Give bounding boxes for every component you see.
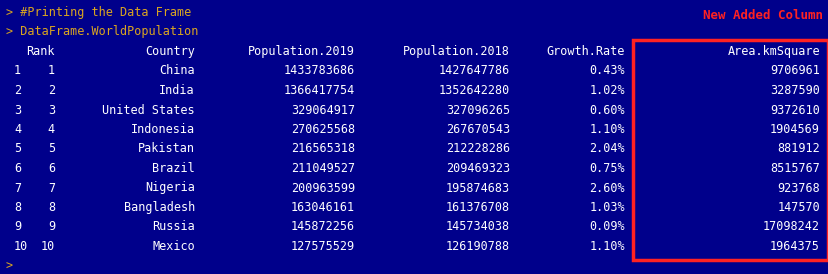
- Text: 1352642280: 1352642280: [438, 84, 509, 97]
- Text: 9: 9: [14, 221, 21, 233]
- Text: 6: 6: [14, 162, 21, 175]
- Text: >: >: [6, 259, 13, 273]
- Text: 3: 3: [14, 104, 21, 116]
- Text: 126190788: 126190788: [445, 240, 509, 253]
- Text: 1.10%: 1.10%: [589, 240, 624, 253]
- Text: Population.2018: Population.2018: [402, 45, 509, 58]
- Text: Rank: Rank: [26, 45, 55, 58]
- Text: Russia: Russia: [152, 221, 195, 233]
- Text: 1.03%: 1.03%: [589, 201, 624, 214]
- Text: Area.kmSquare: Area.kmSquare: [726, 45, 819, 58]
- Text: 8: 8: [14, 201, 21, 214]
- Text: 7: 7: [14, 181, 21, 195]
- Text: 9706961: 9706961: [769, 64, 819, 78]
- Text: Growth.Rate: Growth.Rate: [546, 45, 624, 58]
- Text: 0.09%: 0.09%: [589, 221, 624, 233]
- Text: Brazil: Brazil: [152, 162, 195, 175]
- Text: 163046161: 163046161: [291, 201, 354, 214]
- Text: 1.02%: 1.02%: [589, 84, 624, 97]
- Text: 1964375: 1964375: [769, 240, 819, 253]
- Text: Bangladesh: Bangladesh: [123, 201, 195, 214]
- Text: 2: 2: [14, 84, 21, 97]
- Text: Country: Country: [145, 45, 195, 58]
- Text: 145734038: 145734038: [445, 221, 509, 233]
- Text: 267670543: 267670543: [445, 123, 509, 136]
- Text: Mexico: Mexico: [152, 240, 195, 253]
- Text: 9: 9: [48, 221, 55, 233]
- Text: 1427647786: 1427647786: [438, 64, 509, 78]
- Text: 1366417754: 1366417754: [283, 84, 354, 97]
- Text: 8: 8: [48, 201, 55, 214]
- Text: Indonesia: Indonesia: [131, 123, 195, 136]
- Text: 1433783686: 1433783686: [283, 64, 354, 78]
- Text: 3: 3: [48, 104, 55, 116]
- Text: United States: United States: [102, 104, 195, 116]
- Text: 195874683: 195874683: [445, 181, 509, 195]
- Text: 0.43%: 0.43%: [589, 64, 624, 78]
- Text: 0.60%: 0.60%: [589, 104, 624, 116]
- Text: 145872256: 145872256: [291, 221, 354, 233]
- Text: 327096265: 327096265: [445, 104, 509, 116]
- Text: 0.75%: 0.75%: [589, 162, 624, 175]
- Text: 5: 5: [48, 142, 55, 156]
- Text: 881912: 881912: [777, 142, 819, 156]
- Text: 1904569: 1904569: [769, 123, 819, 136]
- Text: China: China: [159, 64, 195, 78]
- Text: 10: 10: [14, 240, 28, 253]
- Text: 3287590: 3287590: [769, 84, 819, 97]
- Text: Pakistan: Pakistan: [137, 142, 195, 156]
- Text: 147570: 147570: [777, 201, 819, 214]
- Text: 4: 4: [14, 123, 21, 136]
- Text: 211049527: 211049527: [291, 162, 354, 175]
- Text: India: India: [159, 84, 195, 97]
- Text: 10: 10: [41, 240, 55, 253]
- Text: 2.60%: 2.60%: [589, 181, 624, 195]
- Text: 2: 2: [48, 84, 55, 97]
- Text: 212228286: 212228286: [445, 142, 509, 156]
- Text: 5: 5: [14, 142, 21, 156]
- Text: > DataFrame.WorldPopulation: > DataFrame.WorldPopulation: [6, 25, 198, 39]
- Text: 209469323: 209469323: [445, 162, 509, 175]
- Text: 270625568: 270625568: [291, 123, 354, 136]
- Bar: [633, 40, 827, 261]
- Text: 329064917: 329064917: [291, 104, 354, 116]
- Text: 9372610: 9372610: [769, 104, 819, 116]
- Text: 1: 1: [48, 64, 55, 78]
- Text: 216565318: 216565318: [291, 142, 354, 156]
- Text: 200963599: 200963599: [291, 181, 354, 195]
- Text: 1: 1: [14, 64, 21, 78]
- Text: Population.2019: Population.2019: [248, 45, 354, 58]
- Text: 6: 6: [48, 162, 55, 175]
- Text: 8515767: 8515767: [769, 162, 819, 175]
- Text: 4: 4: [48, 123, 55, 136]
- Text: 161376708: 161376708: [445, 201, 509, 214]
- Text: 127575529: 127575529: [291, 240, 354, 253]
- Text: > #Printing the Data Frame: > #Printing the Data Frame: [6, 6, 191, 19]
- Text: 923768: 923768: [777, 181, 819, 195]
- Text: 17098242: 17098242: [762, 221, 819, 233]
- Text: 1.10%: 1.10%: [589, 123, 624, 136]
- Text: 7: 7: [48, 181, 55, 195]
- Text: Nigeria: Nigeria: [145, 181, 195, 195]
- Text: New Added Column: New Added Column: [702, 9, 822, 22]
- Text: 2.04%: 2.04%: [589, 142, 624, 156]
